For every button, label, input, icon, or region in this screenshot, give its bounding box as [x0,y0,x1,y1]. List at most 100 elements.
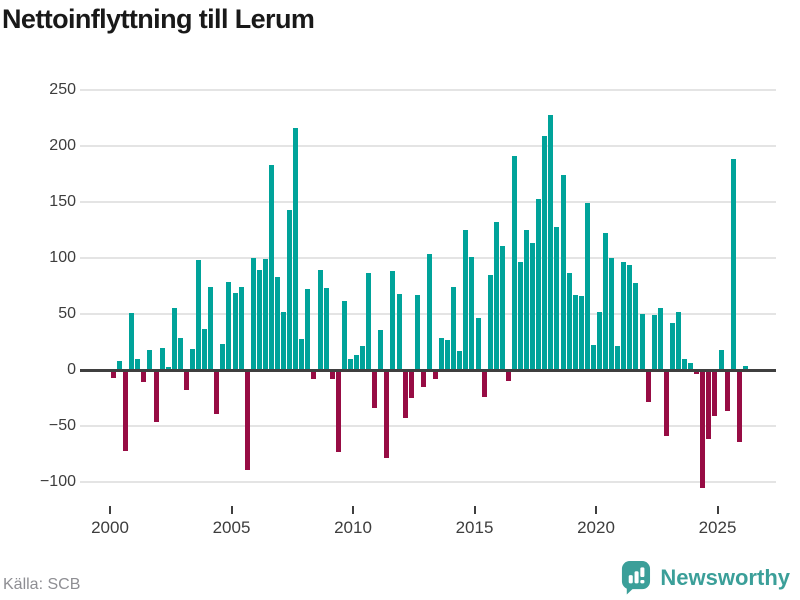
bar-2018Q2[interactable] [554,226,560,370]
bar-2010Q2[interactable] [360,346,366,370]
bar-2006Q1[interactable] [256,270,262,370]
bar-2019Q4[interactable] [590,345,596,370]
bar-2009Q2[interactable] [335,370,341,452]
bar-2010Q4[interactable] [372,370,378,409]
bar-2008Q1[interactable] [305,289,311,370]
bar-2024Q2[interactable] [700,370,706,488]
bar-2012Q3[interactable] [414,294,420,370]
bar-2019Q3[interactable] [584,203,590,370]
bar-2024Q3[interactable] [706,370,712,440]
bar-2022Q4[interactable] [663,370,669,437]
bar-2014Q3[interactable] [463,230,469,370]
bar-2012Q4[interactable] [420,370,426,387]
bar-2009Q4[interactable] [347,358,353,370]
bar-2008Q3[interactable] [317,270,323,370]
bar-2000Q2[interactable] [117,361,123,370]
bar-2013Q3[interactable] [439,337,445,370]
bar-2003Q3[interactable] [196,260,202,370]
bar-2020Q4[interactable] [615,346,621,370]
bar-2015Q3[interactable] [487,274,493,370]
bar-2021Q3[interactable] [633,282,639,370]
bar-2001Q1[interactable] [135,358,141,370]
bar-2023Q3[interactable] [682,358,688,370]
bar-2010Q1[interactable] [354,355,359,370]
newsworthy-logo[interactable]: Newsworthy [620,560,790,596]
bar-2023Q4[interactable] [688,363,694,370]
bar-2013Q4[interactable] [445,339,451,370]
bar-2001Q4[interactable] [153,370,159,422]
bar-2025Q2[interactable] [724,370,730,412]
bar-2000Q1[interactable] [111,370,116,378]
bar-2007Q4[interactable] [299,338,305,370]
bar-2021Q4[interactable] [639,314,645,370]
bar-2012Q2[interactable] [408,370,414,398]
bar-2020Q1[interactable] [597,311,602,370]
bar-2007Q3[interactable] [293,128,299,370]
bar-2008Q2[interactable] [311,370,317,379]
bar-2000Q4[interactable] [129,312,135,370]
bar-2014Q2[interactable] [457,350,463,370]
bar-2025Q3[interactable] [730,159,736,370]
bar-2017Q3[interactable] [536,198,542,370]
bar-2006Q3[interactable] [268,165,274,370]
bar-2017Q2[interactable] [530,243,536,370]
bar-2018Q3[interactable] [560,175,566,370]
bar-2018Q4[interactable] [566,272,572,370]
bar-2003Q2[interactable] [189,348,195,370]
bar-2005Q1[interactable] [232,292,238,370]
bar-2023Q1[interactable] [669,322,675,370]
bar-2021Q1[interactable] [621,262,627,370]
bar-2004Q3[interactable] [220,344,226,370]
bar-2009Q1[interactable] [329,370,335,379]
bar-2015Q4[interactable] [493,222,499,370]
bar-2003Q1[interactable] [183,370,189,391]
bar-2000Q3[interactable] [123,370,129,451]
bar-2004Q1[interactable] [208,287,214,370]
bar-2018Q1[interactable] [548,114,554,370]
bar-2003Q4[interactable] [202,328,208,370]
bar-2007Q2[interactable] [287,209,293,370]
bar-2022Q3[interactable] [657,308,663,370]
bar-2002Q3[interactable] [171,308,177,370]
bar-2011Q4[interactable] [396,293,402,370]
bar-2024Q1[interactable] [694,370,700,375]
bar-2008Q4[interactable] [323,288,329,370]
bar-2013Q1[interactable] [426,253,432,370]
bar-2011Q1[interactable] [378,329,384,370]
bar-2004Q2[interactable] [214,370,220,414]
bar-2019Q2[interactable] [578,296,584,370]
bar-2014Q4[interactable] [469,256,475,370]
bar-2019Q1[interactable] [572,294,578,370]
bar-2014Q1[interactable] [451,287,457,370]
bar-2011Q2[interactable] [384,370,390,459]
bar-2010Q3[interactable] [366,272,372,370]
bar-2001Q3[interactable] [147,349,153,370]
bar-2002Q2[interactable] [165,366,171,370]
bar-2016Q3[interactable] [511,156,517,370]
bar-2015Q2[interactable] [481,370,487,397]
bar-2024Q4[interactable] [712,370,718,416]
bar-2022Q2[interactable] [651,315,657,370]
bar-2025Q4[interactable] [736,370,742,442]
bar-2002Q4[interactable] [177,337,183,370]
bar-2004Q4[interactable] [226,281,232,370]
bar-2020Q3[interactable] [609,258,615,370]
bar-2006Q2[interactable] [262,259,268,370]
bar-2005Q4[interactable] [250,258,256,370]
bar-2016Q2[interactable] [505,370,511,382]
bar-2005Q2[interactable] [238,287,244,370]
bar-2022Q1[interactable] [645,370,651,403]
bar-2016Q1[interactable] [499,245,505,370]
bar-2015Q1[interactable] [475,318,481,370]
bar-2017Q4[interactable] [542,135,548,370]
bar-2002Q1[interactable] [159,347,165,370]
bar-2009Q3[interactable] [341,300,347,370]
bar-2005Q3[interactable] [244,370,250,470]
bar-2013Q2[interactable] [432,370,438,379]
bar-2012Q1[interactable] [402,370,408,419]
bar-2025Q1[interactable] [718,349,724,370]
bar-2001Q2[interactable] [141,370,147,383]
bar-2006Q4[interactable] [275,277,281,370]
bar-2016Q4[interactable] [518,262,524,370]
bar-2026Q1[interactable] [742,365,748,370]
